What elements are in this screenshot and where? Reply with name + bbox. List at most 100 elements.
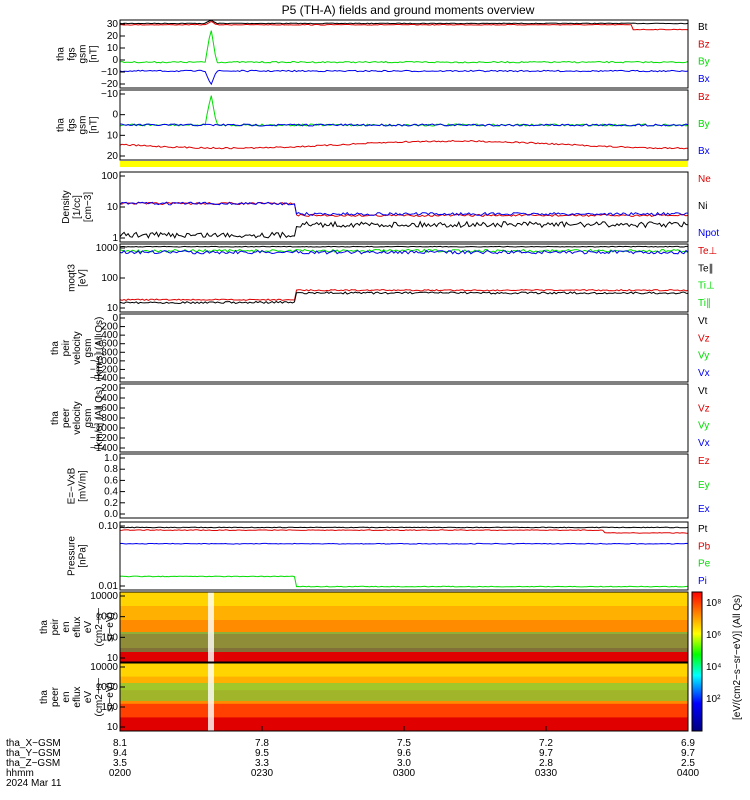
y-axis-label-line: Pressure bbox=[67, 536, 78, 576]
footer-label: tha_Z−GSM bbox=[6, 758, 60, 769]
spectrogram-mid-energy-band bbox=[120, 683, 688, 701]
trace-bx bbox=[119, 123, 689, 127]
legend-entry: Bt bbox=[698, 22, 708, 33]
spectrogram-band bbox=[120, 613, 688, 621]
spectrogram-band bbox=[120, 717, 688, 725]
legend-entry: Vt bbox=[698, 316, 708, 327]
y-axis-label-line: [eV] bbox=[78, 269, 89, 287]
y-axis-label-line: [nT] bbox=[89, 116, 100, 133]
legend-entry: By bbox=[698, 57, 710, 68]
footer-value: 8.1 bbox=[113, 738, 127, 749]
trace-te-par bbox=[119, 245, 688, 248]
legend-entry: Npot bbox=[698, 228, 719, 239]
y-tick-label: 10 bbox=[107, 202, 119, 213]
trace-ni bbox=[119, 220, 689, 239]
footer-value: 0200 bbox=[109, 768, 132, 779]
colorbar-tick-label: 10⁶ bbox=[706, 630, 721, 641]
y-axis-label: Density[1/cc][cm−3] bbox=[61, 190, 94, 223]
y-tick-label: 0.2 bbox=[104, 498, 118, 509]
spectrogram-band bbox=[120, 655, 688, 663]
footer-value: 0330 bbox=[535, 768, 558, 779]
panel-efield: 1.00.80.60.40.20.0 E=−VxB[mV/m] Ez Ey Ex bbox=[67, 453, 710, 520]
panel-density: 100 10 1 Density[1/cc][cm−3] Ne Ni Npot bbox=[61, 171, 719, 244]
footer-value: 9.6 bbox=[397, 748, 411, 759]
y-axis-label-line: tha bbox=[39, 620, 50, 634]
footer-value: 9.4 bbox=[113, 748, 127, 759]
y-axis-label-line: tha bbox=[39, 690, 50, 704]
y-axis-label-line: velocity bbox=[72, 331, 83, 364]
y-axis-label: thafgsgsm[nT] bbox=[56, 45, 100, 64]
legend-entry: Te∥ bbox=[698, 263, 714, 274]
y-axis-label-line: tha bbox=[56, 118, 67, 132]
colorbar-label: [eV/(cm2−s−sr−eV)] (All Qs) bbox=[732, 595, 743, 720]
y-axis-label-line: [km/s] (All Qs) bbox=[94, 387, 105, 450]
panel-fgs_gse: −10 0 10 20 thafgsgsm[nT] Bz By Bx bbox=[56, 89, 710, 167]
legend-entry: Ey bbox=[698, 480, 710, 491]
y-axis-label-line: gsm bbox=[78, 45, 89, 64]
trace-bz bbox=[119, 20, 689, 31]
y-tick-label: −200 bbox=[95, 383, 118, 394]
panel-peer_spec: 10000 1000 100 10 thapeerenefluxeV(cm2−s−sr−… bbox=[39, 662, 689, 733]
footer-value: 2.8 bbox=[539, 758, 553, 769]
legend-entry: Vy bbox=[698, 421, 709, 432]
y-tick-label: 100 bbox=[101, 632, 118, 643]
panel-frame bbox=[119, 313, 689, 383]
y-tick-label: 0 bbox=[112, 313, 118, 324]
footer-value: 3.0 bbox=[397, 758, 411, 769]
legend-entry: Vx bbox=[698, 438, 710, 449]
y-tick-label: −800 bbox=[95, 347, 118, 358]
y-axis-label-line: peer bbox=[50, 686, 61, 707]
trace-te-perp bbox=[119, 289, 689, 301]
y-axis-label: thapeervelocitygsm[km/s] (All Qs) bbox=[50, 387, 105, 450]
y-axis-label-line: fgs bbox=[67, 118, 78, 131]
y-tick-label: 10 bbox=[107, 130, 119, 141]
y-axis-label-line: en bbox=[61, 691, 72, 702]
y-axis-label-line: (cm2−s− bbox=[94, 607, 105, 646]
y-tick-label: 10 bbox=[107, 653, 119, 664]
y-tick-label: 0.8 bbox=[104, 464, 118, 475]
trace-ti bbox=[119, 291, 689, 305]
panels: 3020100−10−20thafgsgsm[nT]BtBzByBx−10010… bbox=[39, 19, 743, 733]
y-axis-label-line: moqt3 bbox=[67, 264, 78, 292]
colorbar-tick-label: 10⁸ bbox=[706, 598, 721, 609]
y-tick-label: 10000 bbox=[90, 591, 118, 602]
y-tick-label: −800 bbox=[95, 413, 118, 424]
footer-value: 0300 bbox=[393, 768, 416, 779]
y-tick-label: 0.10 bbox=[99, 521, 119, 532]
y-axis-label-line: gsm bbox=[78, 116, 89, 135]
y-axis-label-line: tha bbox=[50, 411, 61, 425]
legend-entry: Ti∥ bbox=[698, 298, 711, 309]
y-axis-label-line: [mV/m] bbox=[78, 470, 89, 502]
panel-frame bbox=[119, 19, 689, 89]
y-tick-label: 1000 bbox=[96, 612, 119, 623]
spectrogram-injection-stripe bbox=[208, 592, 214, 662]
y-axis-label-line: eV bbox=[83, 621, 94, 634]
legend-entry: Pi bbox=[698, 576, 707, 587]
trace-bz bbox=[119, 139, 689, 150]
footer-value: 7.2 bbox=[539, 738, 553, 749]
y-axis-label-line: tha bbox=[56, 47, 67, 61]
legend-entry: Bz bbox=[698, 92, 710, 103]
legend-entry: By bbox=[698, 119, 710, 130]
trace-bx bbox=[119, 69, 689, 86]
y-tick-label: 10 bbox=[107, 722, 119, 733]
y-tick-label: 10 bbox=[107, 43, 119, 54]
spectrogram-band bbox=[120, 669, 688, 678]
legend-entry: Vz bbox=[698, 403, 710, 414]
y-tick-label: −400 bbox=[95, 393, 118, 404]
y-axis-label-line: en bbox=[61, 621, 72, 632]
y-axis-label-line: eflux bbox=[72, 686, 83, 707]
y-axis-label-line: [cm−3] bbox=[83, 192, 94, 223]
footer-value: 3.5 bbox=[113, 758, 127, 769]
footer-value: 0400 bbox=[677, 768, 700, 779]
y-tick-label: −1000 bbox=[90, 423, 119, 434]
trace-npot bbox=[119, 201, 688, 217]
legend-entry: Pb bbox=[698, 541, 711, 552]
y-axis-label: thafgsgsm[nT] bbox=[56, 116, 100, 135]
y-axis-label-line: eflux bbox=[72, 616, 83, 637]
footer-value: 7.8 bbox=[255, 738, 269, 749]
spectrogram-band bbox=[120, 703, 688, 712]
y-tick-label: 20 bbox=[107, 151, 119, 162]
